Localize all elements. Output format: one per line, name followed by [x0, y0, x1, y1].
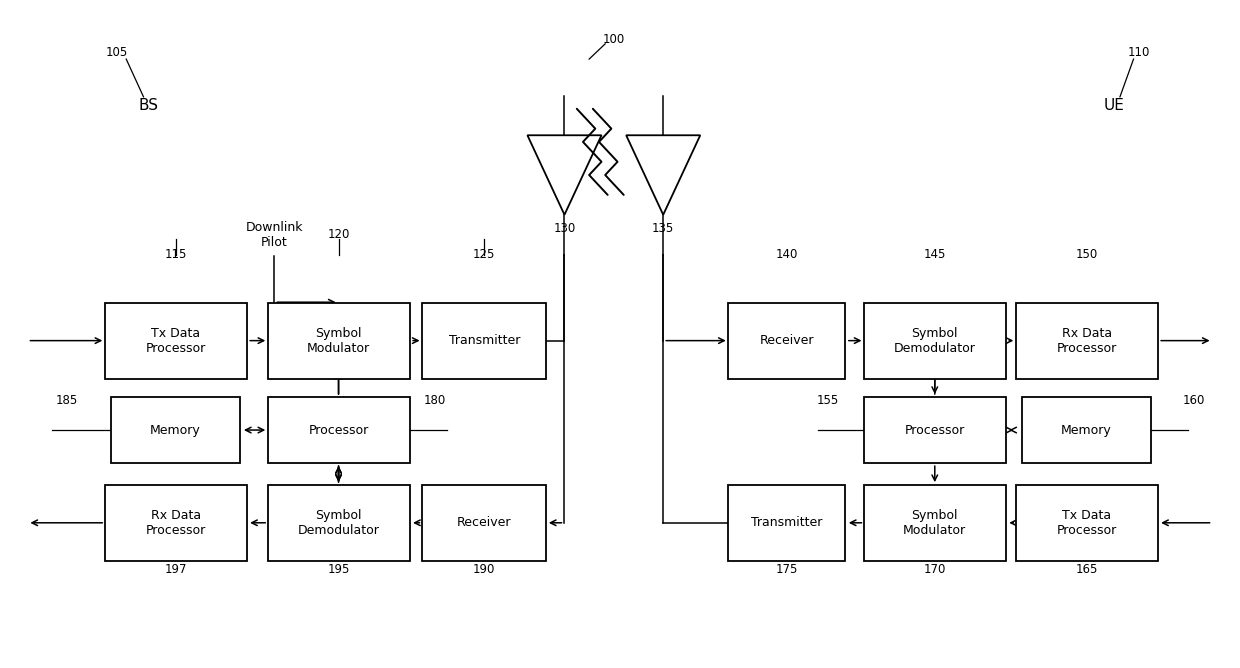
Text: 135: 135	[652, 222, 675, 234]
FancyBboxPatch shape	[1016, 303, 1158, 379]
Text: 197: 197	[165, 562, 187, 576]
Text: 130: 130	[553, 222, 575, 234]
Text: Processor: Processor	[309, 424, 368, 437]
Text: Symbol
Modulator: Symbol Modulator	[903, 509, 966, 537]
Text: 170: 170	[924, 562, 946, 576]
FancyBboxPatch shape	[728, 303, 846, 379]
FancyBboxPatch shape	[268, 485, 409, 561]
FancyBboxPatch shape	[864, 485, 1006, 561]
Text: Memory: Memory	[150, 424, 201, 437]
FancyBboxPatch shape	[423, 303, 546, 379]
FancyBboxPatch shape	[110, 397, 241, 463]
Text: 195: 195	[327, 562, 350, 576]
Text: Transmitter: Transmitter	[751, 516, 822, 529]
Text: 110: 110	[1127, 46, 1149, 59]
Text: 120: 120	[327, 228, 350, 241]
Text: 190: 190	[472, 562, 496, 576]
Text: Rx Data
Processor: Rx Data Processor	[145, 509, 206, 537]
Text: 100: 100	[603, 33, 625, 45]
Text: 165: 165	[1075, 562, 1097, 576]
Text: 145: 145	[924, 248, 946, 261]
Text: 140: 140	[775, 248, 797, 261]
Text: 125: 125	[472, 248, 496, 261]
Text: 105: 105	[105, 46, 128, 59]
Text: 185: 185	[56, 393, 78, 407]
FancyBboxPatch shape	[864, 303, 1006, 379]
Text: 160: 160	[1183, 393, 1205, 407]
Text: 180: 180	[424, 393, 446, 407]
Text: BS: BS	[139, 98, 159, 113]
FancyBboxPatch shape	[104, 485, 247, 561]
Text: 115: 115	[165, 248, 187, 261]
Text: Receiver: Receiver	[458, 516, 511, 529]
Text: Receiver: Receiver	[759, 334, 813, 347]
Text: UE: UE	[1104, 98, 1125, 113]
Text: 175: 175	[775, 562, 797, 576]
Text: Symbol
Demodulator: Symbol Demodulator	[894, 327, 976, 355]
Text: Transmitter: Transmitter	[449, 334, 520, 347]
Text: 155: 155	[816, 393, 838, 407]
FancyBboxPatch shape	[1016, 485, 1158, 561]
Text: Symbol
Modulator: Symbol Modulator	[308, 327, 370, 355]
FancyBboxPatch shape	[728, 485, 846, 561]
Text: Processor: Processor	[905, 424, 965, 437]
FancyBboxPatch shape	[268, 303, 409, 379]
Text: Memory: Memory	[1061, 424, 1112, 437]
Text: 150: 150	[1075, 248, 1097, 261]
Text: Downlink
Pilot: Downlink Pilot	[246, 220, 303, 248]
Text: Tx Data
Processor: Tx Data Processor	[1056, 509, 1117, 537]
FancyBboxPatch shape	[268, 397, 409, 463]
FancyBboxPatch shape	[864, 397, 1006, 463]
Text: Rx Data
Processor: Rx Data Processor	[1056, 327, 1117, 355]
FancyBboxPatch shape	[423, 485, 546, 561]
FancyBboxPatch shape	[104, 303, 247, 379]
Text: Tx Data
Processor: Tx Data Processor	[145, 327, 206, 355]
FancyBboxPatch shape	[1022, 397, 1152, 463]
Text: Symbol
Demodulator: Symbol Demodulator	[298, 509, 379, 537]
